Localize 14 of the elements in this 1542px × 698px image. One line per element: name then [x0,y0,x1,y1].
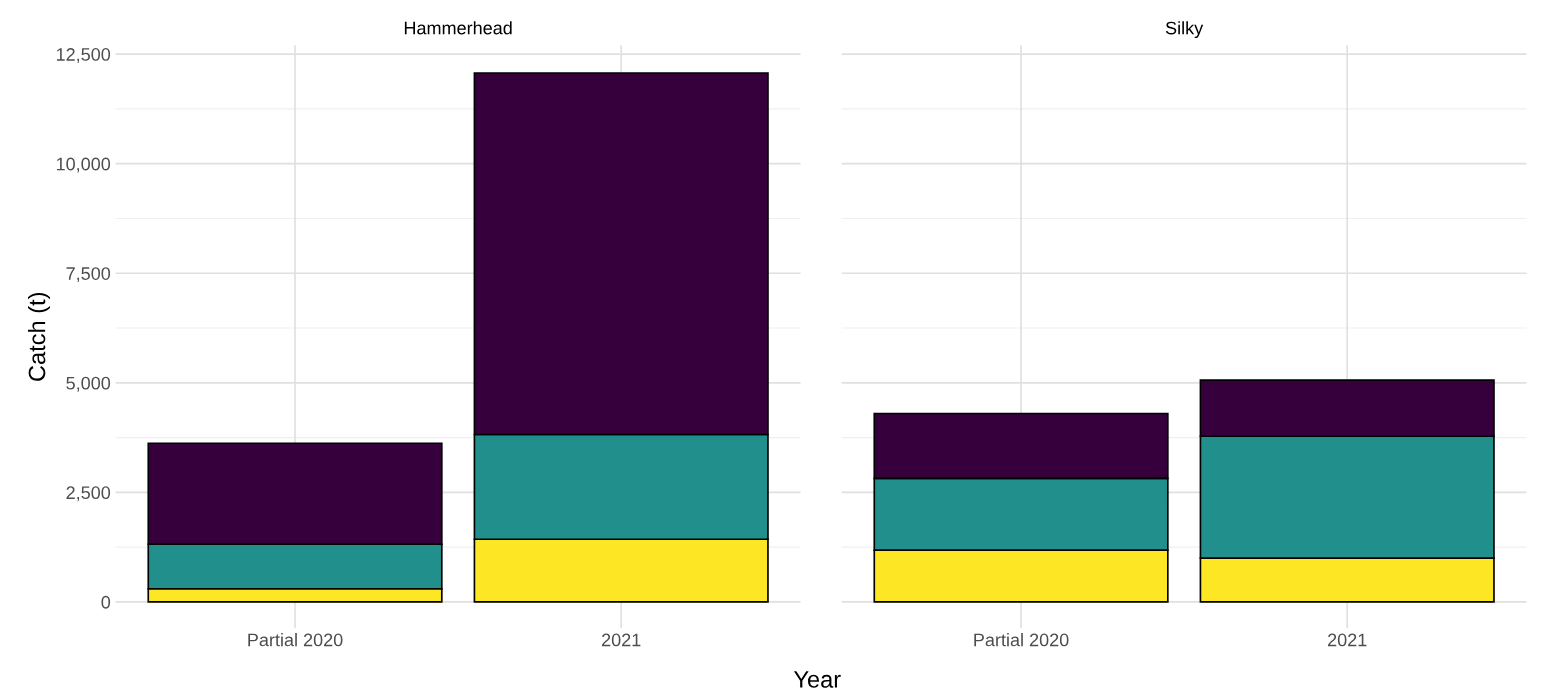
x-axis-title: Year [793,671,841,688]
x-tick-label: Partial 2020 [248,633,343,647]
y-tick-label: 10,000 [56,157,111,173]
x-tick-label: Partial 2020 [974,633,1069,647]
y-tick-label: 12,500 [56,48,111,63]
x-tick-label: 2021 [1328,633,1367,647]
chart-title: Hammerhead [404,21,512,35]
y-tick-label: 0 [101,595,111,609]
y-tick-label: 7,500 [66,267,111,283]
x-tick-label: 2021 [602,633,641,647]
y-axis-title: Catch (t) [28,292,50,381]
chart-title: Silky [1165,21,1204,39]
y-tick-label: 2,500 [66,486,111,502]
y-tick-label: 5,000 [66,376,111,392]
